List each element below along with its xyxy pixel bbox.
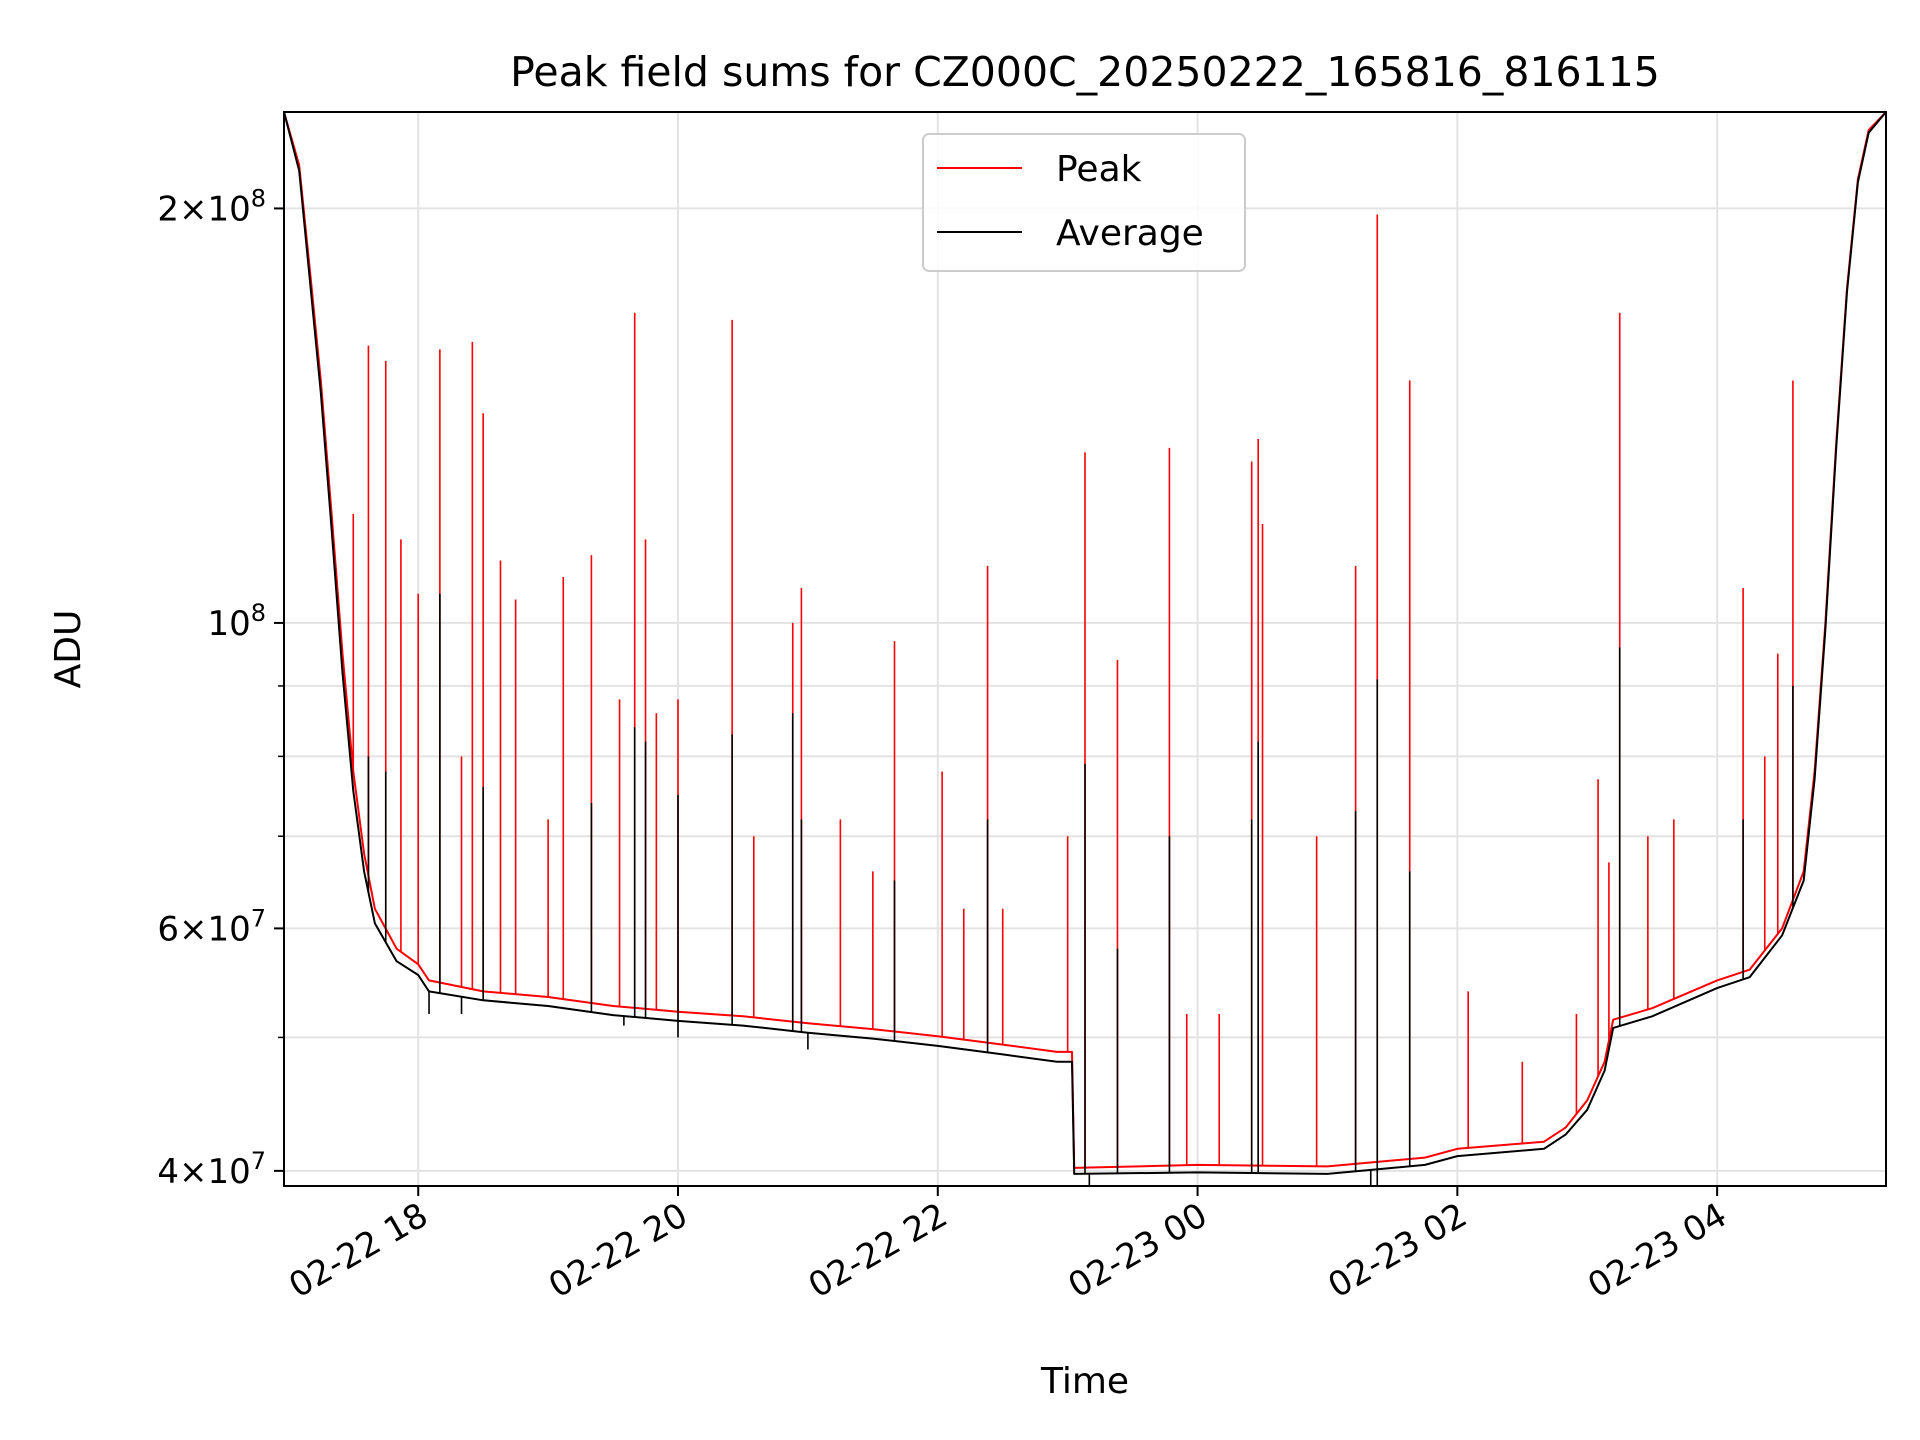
y-tick-base: 10 (207, 1152, 250, 1192)
y-tick-mantissa: 6 (157, 909, 179, 949)
y-tick-times: × (179, 909, 208, 949)
y-tick-mantissa: 2 (157, 189, 179, 229)
chart-title: Peak field sums for CZ000C_20250222_1658… (510, 48, 1660, 96)
y-tick-base: 10 (207, 909, 250, 949)
y-tick-label: 4×107 (157, 1147, 266, 1192)
legend: Peak Average (922, 133, 1246, 272)
y-tick-times: × (179, 189, 208, 229)
y-tick-exponent: 7 (251, 1147, 266, 1175)
y-tick-label: 108 (207, 599, 266, 644)
plot-frame (283, 111, 1887, 1187)
y-tick-label: 2×108 (157, 184, 266, 229)
y-tick-base: 10 (207, 189, 250, 229)
y-tick-label: 6×107 (157, 904, 266, 949)
y-tick-exponent: 8 (251, 599, 266, 627)
y-tick-mantissa: 4 (157, 1152, 179, 1192)
y-tick-exponent: 7 (251, 904, 266, 932)
y-axis-label: ADU (48, 610, 89, 689)
y-tick-times: × (179, 1152, 208, 1192)
y-tick-base: 10 (207, 604, 250, 644)
y-tick-exponent: 8 (251, 184, 266, 212)
x-axis-label: Time (1040, 1361, 1129, 1402)
legend-peak-label: Peak (1056, 149, 1142, 190)
legend-average-label: Average (1056, 213, 1204, 254)
series-layer (284, 112, 1886, 1186)
